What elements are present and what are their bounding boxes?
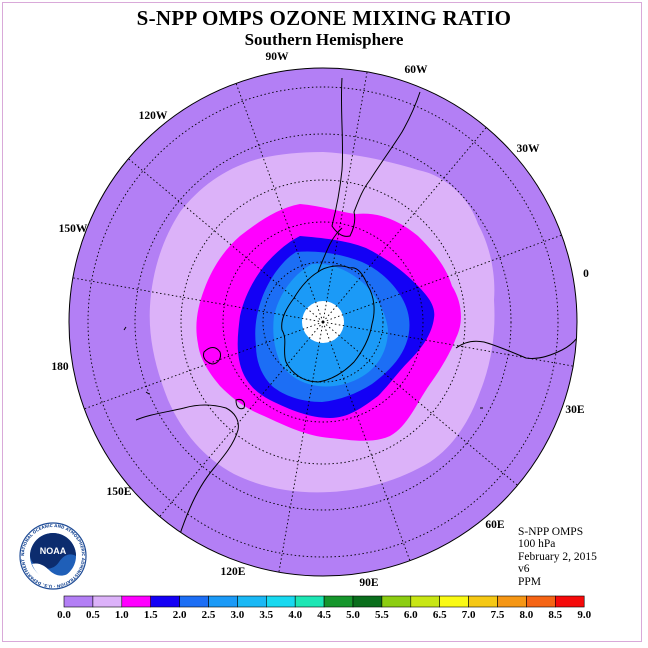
latitude-circle-50s: [180, 179, 466, 465]
antarctica-coast: [281, 265, 375, 383]
colorbar-swatch: [497, 595, 527, 608]
latitude-circle-70s: [262, 261, 384, 383]
colorbar-swatch: [410, 595, 440, 608]
colorbar-swatch: [439, 595, 469, 608]
graticule: [72, 71, 574, 573]
colorbar-tick-label: 7.5: [491, 609, 505, 621]
data-info-block: S-NPP OMPS 100 hPa February 2, 2015 v6 P…: [518, 526, 597, 588]
colorbar-swatch: [265, 595, 296, 608]
colorbar-swatch: [179, 595, 209, 608]
colorbar-tick-label: 0.0: [57, 609, 71, 621]
colorbar-tick-label: 8.5: [548, 609, 562, 621]
antarctic-peninsula: [317, 227, 343, 273]
ozone-field: [69, 68, 577, 576]
colorbar-tick-label: 2.5: [202, 609, 216, 621]
info-instrument: S-NPP OMPS: [518, 526, 584, 538]
africa-coast: [455, 333, 577, 359]
colorbar-swatch: [150, 595, 180, 608]
longitude-label: 0: [583, 268, 589, 280]
map-subtitle: Southern Hemisphere: [244, 30, 404, 49]
noaa-logo-text: NOAA: [40, 546, 67, 556]
australia-coast: [135, 404, 239, 567]
longitude-label: 150W: [59, 223, 88, 235]
colorbar-swatch: [323, 595, 354, 608]
info-level: 100 hPa: [518, 538, 556, 551]
colorbar-tick-label: 7.0: [462, 609, 476, 621]
colorbar-tick-label: 6.0: [404, 609, 418, 621]
colorbar-tick-label: 5.5: [375, 609, 389, 621]
colorbar-tick-label: 4.0: [288, 609, 302, 621]
map-boundary: [68, 67, 578, 577]
colorbar-tick-label: 5.0: [346, 609, 360, 621]
map-title: S-NPP OMPS OZONE MIXING RATIO: [136, 6, 512, 30]
longitude-label: 150E: [107, 486, 132, 498]
colorbar-swatch: [121, 595, 152, 608]
colorbar-tick-label: 4.5: [317, 609, 331, 621]
indian-ocean-islands: [123, 326, 483, 409]
latitude-circle-40s: [134, 133, 512, 511]
south-america-coast: [331, 77, 421, 237]
latitude-circle-60s: [222, 221, 424, 423]
info-date: February 2, 2015: [518, 550, 597, 563]
info-units: PPM: [518, 575, 542, 588]
noaa-logo: NATIONAL OCEANIC AND ATMOSPHERIC ADMINIS…: [17, 518, 87, 590]
colorbar-tick-label: 6.5: [433, 609, 447, 621]
longitude-label: 30W: [517, 143, 541, 155]
colorbar-boxes: [63, 595, 585, 608]
colorbar-swatch: [294, 595, 325, 608]
coastlines: [123, 77, 577, 567]
tasmania-coast: [235, 399, 245, 410]
colorbar-tick-label: 1.0: [115, 609, 129, 621]
colorbar-swatch: [237, 595, 267, 608]
info-version: v6: [518, 563, 530, 576]
longitude-label: 30E: [565, 404, 585, 416]
colorbar-swatch: [468, 595, 498, 608]
colorbar-swatch: [208, 595, 238, 608]
colorbar-swatch: [92, 595, 123, 608]
colorbar-swatch: [352, 595, 383, 608]
figure-frame: [2, 2, 642, 642]
latitude-circle-30s: [87, 86, 559, 558]
colorbar-swatch: [381, 595, 412, 608]
longitude-label: 90W: [266, 51, 290, 63]
new-zealand-coast: [203, 347, 221, 365]
colorbar-tick-label: 8.0: [520, 609, 534, 621]
colorbar-tick-label: 1.5: [144, 609, 158, 621]
colorbar: 0.0 0.5 1.0 1.5 2.0 2.5 3.0 3.5 4.0 4.5 5.0 5.5 6.0 6…: [57, 595, 592, 621]
longitude-labels: 90W 60W 30W 0 30E 60E 90E 120E 150E 180 150W 120W: [51, 51, 589, 589]
colorbar-swatch: [63, 595, 94, 608]
longitude-label: 60W: [405, 64, 429, 76]
colorbar-labels: 0.0 0.5 1.0 1.5 2.0 2.5 3.0 3.5 4.0 4.5 5.0 5.5 6.0 6…: [57, 609, 591, 621]
longitude-label: 60E: [485, 519, 505, 531]
colorbar-tick-label: 9.0: [577, 609, 591, 621]
colorbar-tick-label: 2.0: [173, 609, 187, 621]
colorbar-tick-label: 3.0: [231, 609, 245, 621]
colorbar-tick-label: 3.5: [259, 609, 273, 621]
longitude-label: 180: [51, 361, 69, 373]
colorbar-swatch: [526, 595, 556, 608]
longitude-label: 120E: [221, 566, 246, 578]
colorbar-swatch: [554, 595, 585, 608]
colorbar-tick-label: 0.5: [86, 609, 100, 621]
south-pole-dot: [321, 320, 325, 324]
longitude-label: 120W: [139, 110, 168, 122]
longitude-label: 90E: [359, 577, 379, 589]
